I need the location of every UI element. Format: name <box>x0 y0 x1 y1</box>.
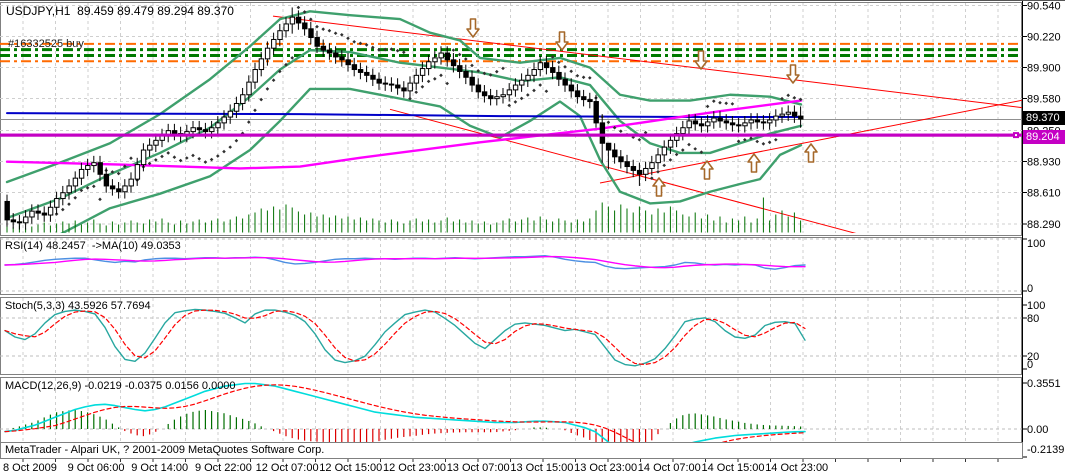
copyright-text: MetaTrader - Alpari UK, ? 2001-2009 Meta… <box>5 444 325 456</box>
rsi-indicator-label: RSI(14) 48.2457 ->MA(10) 49.0353 <box>5 240 181 252</box>
candles-layer <box>4 7 804 230</box>
down-arrow-icon <box>694 50 708 70</box>
price-axis[interactable]: 90.54090.22089.90089.58089.25088.93088.6… <box>1022 1 1064 458</box>
time-axis-label: 14 Oct 23:00 <box>765 462 829 474</box>
time-axis-label: 9 Oct 22:00 <box>194 462 252 474</box>
down-arrow-icon <box>466 18 480 38</box>
price-axis-label: 20 <box>1027 351 1039 363</box>
time-axis-label: 8 Oct 2009 <box>3 462 57 474</box>
price-axis-label: 90.220 <box>1027 32 1061 44</box>
rsi-panel <box>4 254 806 270</box>
signal-arrows <box>466 18 818 197</box>
time-axis-label: 12 Oct 15:00 <box>319 462 383 474</box>
ma-magenta <box>5 99 803 170</box>
current-price-box: 89.370 <box>1023 111 1065 125</box>
time-axis-label: 14 Oct 07:00 <box>637 462 701 474</box>
trendline-3 <box>389 108 857 233</box>
parabolic-sar-dots <box>54 5 803 216</box>
price-axis-label: 0 <box>1027 359 1033 371</box>
time-axis-label: 9 Oct 14:00 <box>131 462 189 474</box>
rsi-ma-line <box>4 255 806 269</box>
ma-blue <box>6 112 802 119</box>
price-axis-label: -0.2139 <box>1027 444 1064 456</box>
price-axis-label: 80 <box>1027 313 1039 325</box>
time-axis-label: 13 Oct 15:00 <box>510 462 574 474</box>
order-label: #16332525 buy <box>8 38 84 50</box>
price-axis-label: 0 <box>1027 283 1033 295</box>
status-bar: MetaTrader - Alpari UK, ? 2001-2009 Meta… <box>0 442 1023 459</box>
macd-indicator-label: MACD(12,26,9) -0.0219 -0.0375 0.0156 0.0… <box>5 380 236 392</box>
up-arrow-icon <box>652 177 666 197</box>
chart-title: USDJPY,H1 89.459 89.479 89.294 89.370 <box>6 4 234 18</box>
price-axis-label: 88.610 <box>1027 188 1061 200</box>
time-axis-label: 9 Oct 06:00 <box>67 462 125 474</box>
price-axis-label: 100 <box>1027 300 1045 312</box>
price-axis-label: 88.290 <box>1027 219 1061 231</box>
price-axis-label: 90.540 <box>1027 1 1061 13</box>
up-arrow-icon <box>747 153 761 173</box>
stochastic-panel <box>4 308 806 367</box>
stoch-k-line <box>4 308 806 367</box>
bollinger-upper <box>5 10 803 184</box>
down-arrow-icon <box>555 31 569 51</box>
order-price-box: 89.204 <box>1023 130 1065 144</box>
time-axis-label: 12 Oct 23:00 <box>383 462 446 474</box>
price-axis-label: 89.580 <box>1027 94 1061 106</box>
stoch-d-line <box>4 309 806 366</box>
price-axis-label: 88.930 <box>1027 157 1061 169</box>
time-axis-label: 12 Oct 07:00 <box>255 462 319 474</box>
up-arrow-icon <box>700 160 714 180</box>
stoch-indicator-label: Stoch(5,3,3) 43.5926 57.7694 <box>5 300 151 312</box>
time-axis-label: 14 Oct 15:00 <box>701 462 765 474</box>
up-arrow-icon <box>804 143 818 163</box>
price-axis-label: 100 <box>1027 238 1045 250</box>
time-axis-label: 13 Oct 23:00 <box>574 462 638 474</box>
trendline-1 <box>272 15 1022 109</box>
time-axis-label: 13 Oct 07:00 <box>446 462 510 474</box>
price-axis-label: 0.00 <box>1027 424 1048 436</box>
bollinger-lower <box>60 87 803 233</box>
trendline-2 <box>599 99 1022 184</box>
order-entry-overlay <box>0 132 1022 139</box>
down-arrow-icon <box>786 64 800 84</box>
volume-bars <box>6 197 802 233</box>
price-axis-label: 0.3551 <box>1027 378 1061 390</box>
price-axis-label: 89.900 <box>1027 63 1061 75</box>
